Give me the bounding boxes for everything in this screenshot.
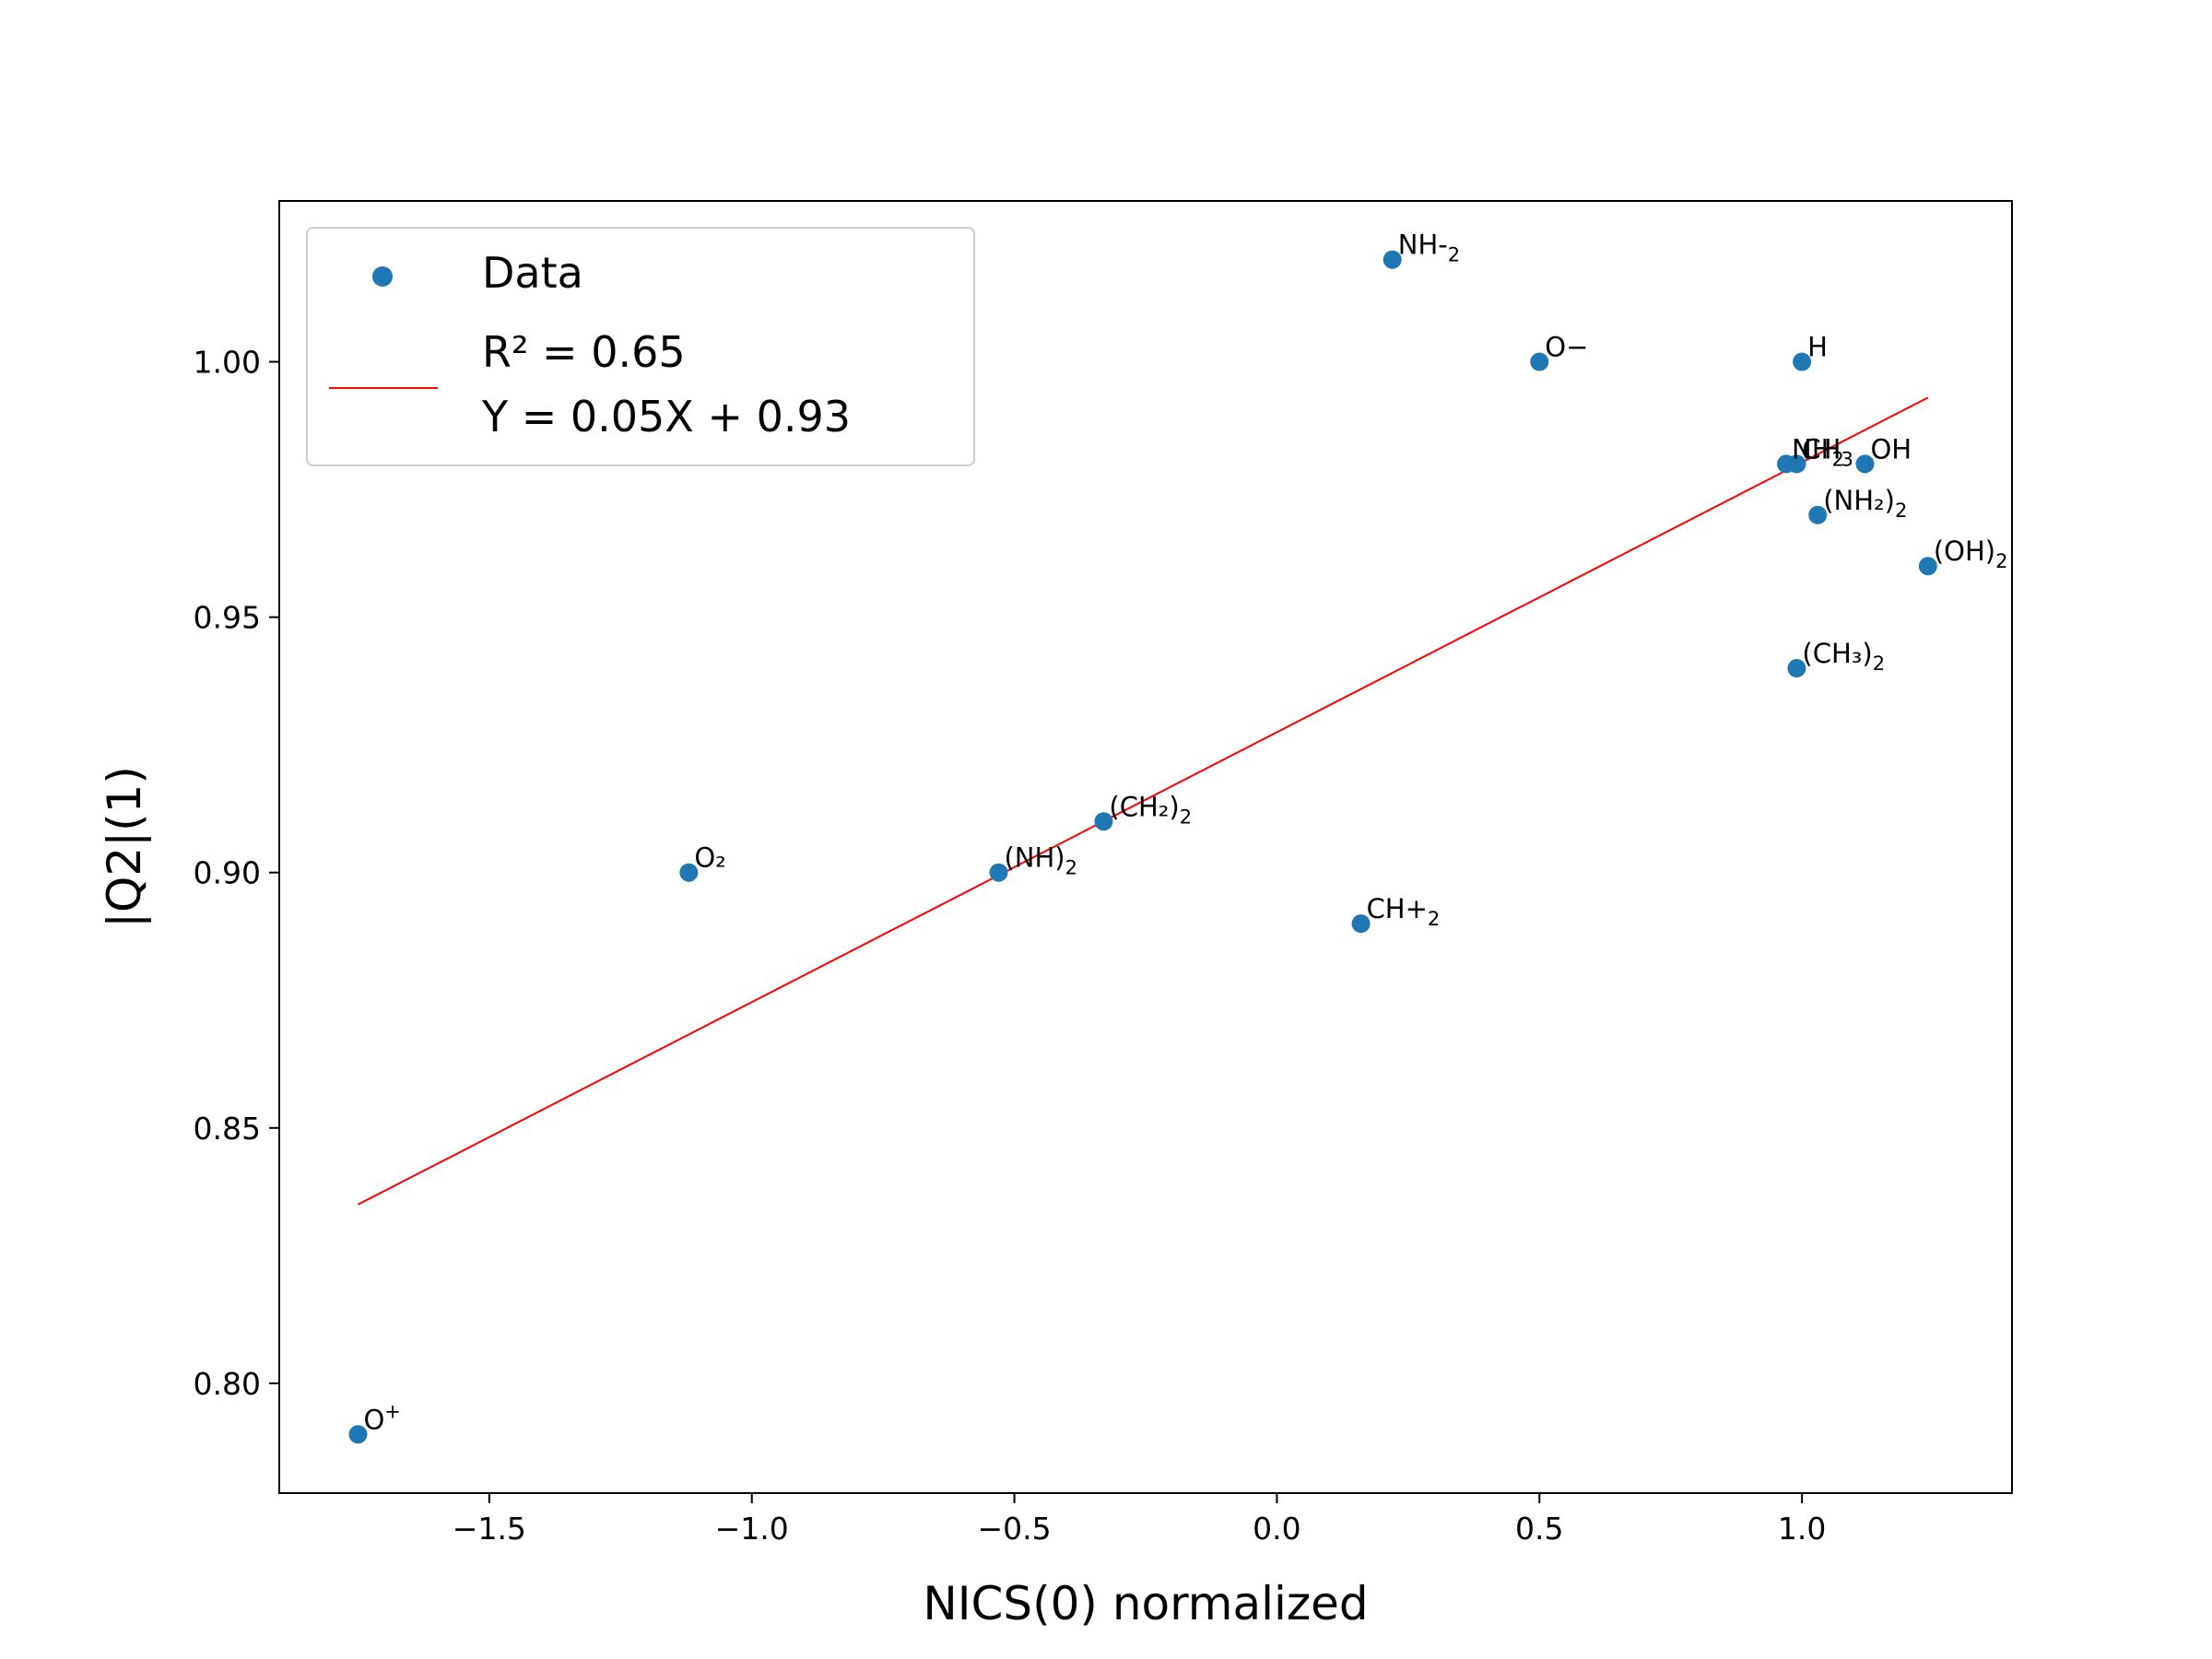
point-label: O₂ (694, 842, 725, 874)
y-tick-label: 1.00 (194, 345, 261, 381)
data-point (679, 863, 699, 882)
y-axis-label: |Q2|(1) (98, 766, 151, 928)
point-label: O+ (363, 1400, 400, 1435)
point-label: (CH₂)2 (1109, 791, 1192, 828)
x-tick-label: 0.5 (1515, 1511, 1563, 1547)
data-point (989, 863, 1008, 882)
data-point (1094, 812, 1113, 831)
point-label: (CH₃)2 (1802, 638, 1885, 675)
point-label: (OH)2 (1934, 535, 2008, 572)
data-point (1808, 505, 1828, 524)
point-label: (NH₂)2 (1823, 485, 1907, 522)
data-point (1351, 914, 1371, 934)
x-tick-label: −1.5 (453, 1511, 526, 1547)
data-point (1787, 659, 1806, 678)
point-label: NH2 (1792, 433, 1844, 470)
data-points-layer (348, 250, 1937, 1444)
data-point (1855, 454, 1875, 474)
data-point (1918, 557, 1937, 576)
y-axis-ticks: 0.80 0.85 0.90 0.95 1.00 (194, 345, 279, 1402)
y-tick-label: 0.95 (194, 600, 261, 636)
point-label: O− (1545, 332, 1588, 363)
y-tick-label: 0.80 (194, 1366, 261, 1402)
data-point (1793, 352, 1812, 371)
point-label: OH (1870, 433, 1912, 465)
legend-box (306, 227, 975, 466)
fit-line-layer (357, 396, 1929, 1206)
point-label: CH+2 (1367, 893, 1441, 930)
point-label: NH-2 (1398, 229, 1460, 266)
x-tick-label: −0.5 (978, 1511, 1052, 1547)
legend-marker-data (372, 266, 393, 287)
legend-label-fit-r2: R² = 0.65 (482, 327, 686, 377)
point-label: CH3 (1802, 433, 1853, 470)
x-tick-label: 0.0 (1253, 1511, 1300, 1547)
x-tick-label: 1.0 (1778, 1511, 1826, 1547)
data-point (348, 1425, 368, 1444)
y-tick-label: 0.90 (194, 855, 261, 891)
plot-frame (278, 200, 2013, 1494)
data-point (1787, 454, 1806, 474)
legend-label-fit-equation: Y = 0.05X + 0.93 (481, 392, 851, 441)
fit-line (357, 396, 1929, 1206)
y-tick-label: 0.85 (194, 1111, 261, 1147)
point-label: (NH)2 (1004, 842, 1077, 879)
x-tick-label: −1.0 (715, 1511, 789, 1547)
x-axis-label: NICS(0) normalized (923, 1577, 1368, 1630)
data-point (1382, 250, 1402, 269)
legend: Data R² = 0.65 Y = 0.05X + 0.93 (306, 227, 975, 466)
point-label: H (1807, 332, 1828, 363)
legend-label-data: Data (482, 248, 583, 298)
data-point (1530, 352, 1549, 371)
x-axis-ticks: −1.5 −1.0 −0.5 0.0 0.5 1.0 (453, 1493, 1826, 1547)
